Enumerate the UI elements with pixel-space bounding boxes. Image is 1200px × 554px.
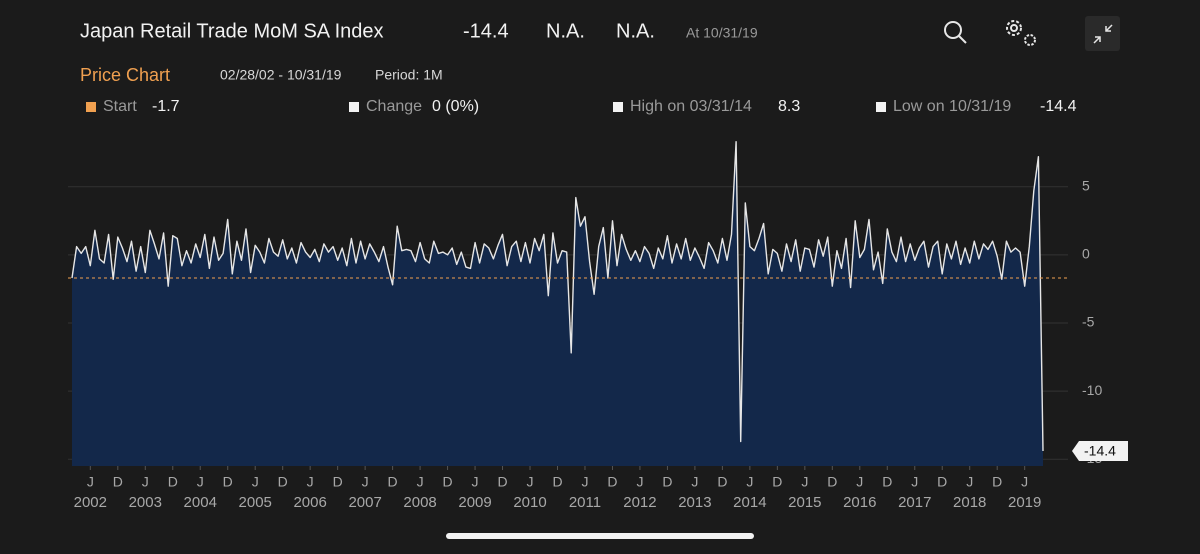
x-tick-label: J xyxy=(472,474,479,490)
x-year-label: 2009 xyxy=(458,494,491,511)
x-tick-label: J xyxy=(581,474,588,490)
legend-label: High on 03/31/14 xyxy=(630,98,752,115)
x-tick-label: J xyxy=(691,474,698,490)
as-of: At 10/31/19 xyxy=(686,25,758,41)
x-tick-label: D xyxy=(388,474,398,490)
legend-swatch xyxy=(86,102,96,112)
section-title: Price Chart xyxy=(80,65,170,85)
search-icon[interactable] xyxy=(944,21,967,44)
x-tick-label: D xyxy=(333,474,343,490)
legend-value: 0 (0%) xyxy=(432,98,479,115)
legend-swatch xyxy=(349,102,359,112)
x-tick-label: J xyxy=(527,474,534,490)
x-year-label: 2008 xyxy=(403,494,436,511)
period: Period: 1M xyxy=(375,67,443,83)
x-year-label: 2004 xyxy=(184,494,217,511)
legend-value: -14.4 xyxy=(1040,98,1077,115)
x-tick-label: J xyxy=(252,474,259,490)
x-year-label: 2011 xyxy=(569,494,601,511)
x-tick-label: J xyxy=(87,474,94,490)
date-range: 02/28/02 - 10/31/19 xyxy=(220,67,342,83)
x-year-label: 2017 xyxy=(898,494,931,511)
x-tick-label: D xyxy=(278,474,288,490)
x-tick-label: D xyxy=(772,474,782,490)
legend-label: Low on 10/31/19 xyxy=(893,98,1011,115)
x-year-label: 2010 xyxy=(513,494,546,511)
x-year-label: 2013 xyxy=(678,494,711,511)
legend-label: Change xyxy=(366,98,422,115)
y-tick-label: -10 xyxy=(1082,382,1102,398)
y-tick-label: 0 xyxy=(1082,246,1090,262)
data-line xyxy=(71,141,1044,452)
legend-value: 8.3 xyxy=(778,98,800,115)
x-year-label: 2018 xyxy=(953,494,986,511)
x-tick-label: D xyxy=(882,474,892,490)
x-year-label: 2005 xyxy=(239,494,272,511)
x-tick-label: J xyxy=(1021,474,1028,490)
x-year-label: 2007 xyxy=(348,494,381,511)
x-tick-label: J xyxy=(746,474,753,490)
x-tick-label: D xyxy=(937,474,947,490)
x-year-label: 2006 xyxy=(293,494,326,511)
x-year-label: 2015 xyxy=(788,494,821,511)
legend-label: Start xyxy=(103,98,137,115)
legend-swatch xyxy=(613,102,623,112)
field: N.A. xyxy=(616,20,655,42)
x-tick-label: D xyxy=(168,474,178,490)
x-tick-label: J xyxy=(856,474,863,490)
x-tick-label: D xyxy=(717,474,727,490)
last-value-tag xyxy=(1072,441,1128,462)
x-tick-label: J xyxy=(307,474,314,490)
legend-swatch xyxy=(876,102,886,112)
x-tick-label: J xyxy=(417,474,424,490)
x-tick-label: J xyxy=(636,474,643,490)
y-tick-label: 5 xyxy=(1082,177,1090,193)
field: N.A. xyxy=(546,20,585,42)
last-value: -14.4 xyxy=(463,20,509,42)
x-tick-label: J xyxy=(362,474,369,490)
last-value-label: -14.4 xyxy=(1084,443,1116,459)
x-year-label: 2003 xyxy=(129,494,162,511)
x-tick-label: D xyxy=(552,474,562,490)
x-tick-label: D xyxy=(607,474,617,490)
x-tick-label: D xyxy=(113,474,123,490)
x-year-label: 2002 xyxy=(74,494,107,511)
x-tick-label: D xyxy=(827,474,837,490)
x-year-label: 2019 xyxy=(1008,494,1041,511)
x-tick-label: D xyxy=(992,474,1002,490)
x-tick-label: D xyxy=(497,474,507,490)
area-fill xyxy=(72,141,1043,466)
title: Japan Retail Trade MoM SA Index xyxy=(80,20,384,42)
x-tick-label: J xyxy=(801,474,808,490)
x-tick-label: J xyxy=(966,474,973,490)
collapse-button[interactable] xyxy=(1085,16,1120,51)
x-tick-label: D xyxy=(443,474,453,490)
settings-icon[interactable] xyxy=(1006,20,1036,46)
home-indicator xyxy=(446,533,754,539)
x-tick-label: J xyxy=(142,474,149,490)
x-tick-label: J xyxy=(197,474,204,490)
y-tick-label: -5 xyxy=(1082,314,1095,330)
plot: 50-5-10-15JDJDJDJDJDJDJDJDJDJDJDJDJDJDJD… xyxy=(68,141,1128,511)
x-tick-label: D xyxy=(223,474,233,490)
x-tick-label: J xyxy=(911,474,918,490)
x-year-label: 2014 xyxy=(733,494,766,511)
x-year-label: 2016 xyxy=(843,494,876,511)
x-tick-label: D xyxy=(662,474,672,490)
x-year-label: 2012 xyxy=(623,494,656,511)
legend-value: -1.7 xyxy=(152,98,180,115)
